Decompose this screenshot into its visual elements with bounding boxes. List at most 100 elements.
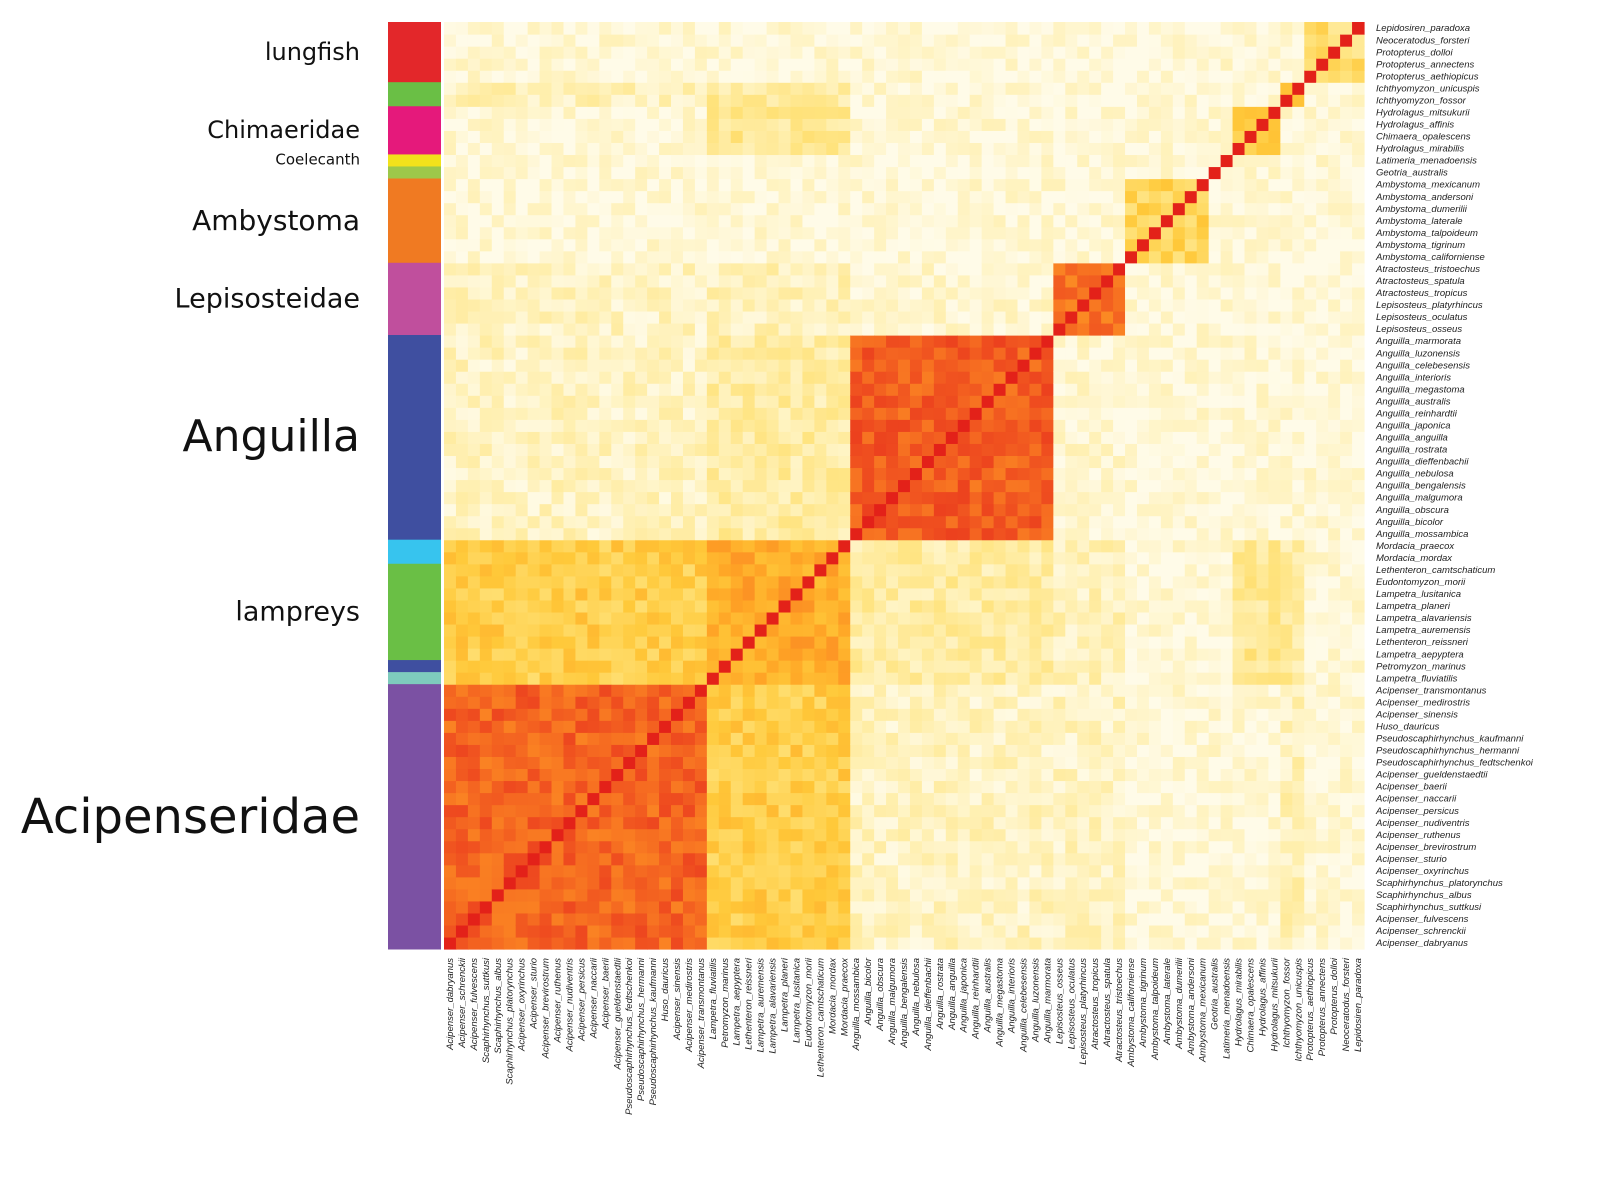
heatmap-cell: [455, 407, 469, 420]
heatmap-cell: [826, 431, 839, 444]
heatmap-cell: [730, 347, 744, 360]
heatmap-cell: [850, 298, 863, 312]
heatmap-cell: [1089, 696, 1102, 709]
heatmap-cell: [479, 503, 493, 517]
heatmap-cell: [814, 262, 827, 276]
heatmap-cell: [539, 310, 553, 324]
heatmap-cell: [1041, 840, 1054, 854]
heatmap-cell: [1029, 780, 1042, 794]
heatmap-cell: [1113, 491, 1126, 505]
heatmap-cell: [778, 575, 792, 589]
heatmap-cell: [1089, 527, 1102, 541]
heatmap-cell: [479, 383, 493, 396]
heatmap-cell: [1077, 371, 1090, 384]
heatmap-cell: [1101, 202, 1114, 216]
heatmap-cell: [611, 22, 624, 35]
heatmap-cell: [1172, 359, 1186, 372]
heatmap-cell: [467, 407, 481, 420]
heatmap-cell: [1208, 539, 1222, 553]
heatmap-cell: [730, 732, 744, 745]
heatmap-cell: [790, 82, 804, 95]
heatmap-cell: [1160, 768, 1174, 782]
heatmap-cell: [1053, 431, 1066, 444]
heatmap-cell: [1077, 936, 1090, 950]
heatmap-cell: [778, 539, 792, 553]
heatmap-cell: [862, 551, 875, 565]
heatmap-cell: [527, 876, 541, 890]
heatmap-cell: [778, 322, 792, 336]
heatmap-cell: [742, 286, 756, 300]
heatmap-cell: [1208, 708, 1222, 721]
heatmap-cell: [503, 792, 517, 806]
heatmap-cell: [682, 262, 696, 276]
heatmap-cell: [527, 106, 541, 119]
heatmap-cell: [1041, 804, 1054, 818]
heatmap-cell: [921, 407, 935, 420]
heatmap-cell: [706, 34, 720, 47]
heatmap-cell: [814, 70, 827, 83]
heatmap-cell: [754, 804, 768, 818]
heatmap-cell: [611, 599, 624, 613]
heatmap-cell: [491, 274, 505, 288]
heatmap-cell: [802, 322, 815, 336]
heatmap-cell: [455, 936, 469, 950]
heatmap-cell: [730, 154, 744, 168]
heatmap-cell: [1136, 298, 1150, 312]
heatmap-cell: [1077, 684, 1090, 697]
heatmap-cell: [1208, 298, 1222, 312]
heatmap-cell: [1160, 46, 1174, 59]
heatmap-cell: [909, 551, 923, 565]
heatmap-cell: [814, 94, 827, 107]
heatmap-cell: [742, 828, 756, 842]
heatmap-cell: [1136, 226, 1150, 240]
heatmap-cell: [826, 455, 839, 469]
heatmap-cell: [1005, 322, 1019, 336]
heatmap-cell: [778, 94, 792, 107]
heatmap-cell: [563, 539, 577, 553]
heatmap-cell: [957, 551, 971, 565]
heatmap-cell: [1005, 804, 1019, 818]
heatmap-cell: [444, 238, 457, 252]
heatmap-cell: [969, 383, 983, 396]
heatmap-cell: [993, 479, 1007, 493]
heatmap-cell: [1148, 262, 1162, 276]
heatmap-cell: [1125, 286, 1138, 300]
heatmap-cell: [754, 611, 768, 625]
heatmap-cell: [1184, 587, 1198, 601]
heatmap-cell: [742, 262, 756, 276]
heatmap-cell: [515, 202, 529, 216]
heatmap-cell: [981, 371, 995, 384]
heatmap-cell: [766, 635, 780, 649]
heatmap-cell: [1005, 924, 1019, 938]
heatmap-cell: [874, 443, 887, 456]
heatmap-cell: [790, 611, 804, 625]
heatmap-cell: [742, 551, 756, 565]
heatmap-cell: [1125, 58, 1138, 71]
heatmap-cell: [957, 491, 971, 505]
heatmap-cell: [945, 467, 959, 481]
heatmap-cell: [1208, 720, 1222, 733]
heatmap-cell: [874, 708, 887, 721]
heatmap-cell: [874, 154, 887, 168]
heatmap-cell: [659, 238, 672, 252]
heatmap-cell: [455, 732, 469, 745]
heatmap-cell: [766, 395, 780, 408]
heatmap-cell: [766, 178, 780, 192]
heatmap-cell: [1184, 768, 1198, 782]
heatmap-cell: [981, 876, 995, 890]
heatmap-cell: [909, 106, 923, 119]
heatmap-cell: [1136, 575, 1150, 589]
heatmap-cell: [874, 371, 887, 384]
heatmap-cell: [981, 118, 995, 131]
heatmap-cell: [479, 720, 493, 733]
heatmap-cell: [1065, 238, 1078, 252]
heatmap-cell: [1089, 118, 1102, 131]
heatmap-cell: [898, 94, 911, 107]
heatmap-cell: [563, 888, 577, 902]
heatmap-cell: [1089, 912, 1102, 926]
heatmap-cell: [1041, 419, 1054, 432]
heatmap-cell: [1077, 419, 1090, 432]
heatmap-cell: [790, 660, 804, 673]
heatmap-cell: [718, 587, 732, 601]
heatmap-cell: [718, 515, 732, 529]
